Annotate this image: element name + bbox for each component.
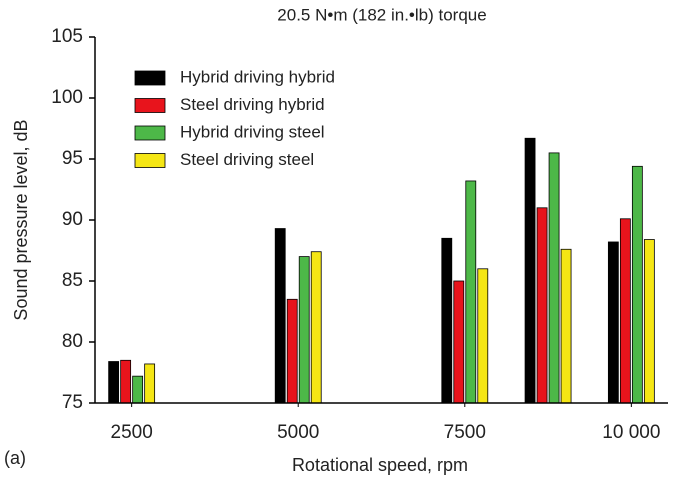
- chart-title: 20.5 N•m (182 in.•lb) torque: [277, 5, 486, 24]
- bar: [286, 298, 298, 404]
- x-tick-label: 10 000: [602, 422, 660, 443]
- bar: [465, 180, 477, 404]
- y-tick-label: 85: [62, 270, 83, 291]
- bar: [536, 207, 548, 404]
- x-tick-label: 5000: [277, 422, 319, 443]
- y-tick-label: 90: [62, 209, 83, 230]
- legend-label: Steel driving steel: [180, 150, 314, 169]
- legend-label: Hybrid driving hybrid: [180, 67, 335, 86]
- x-tick-label: 2500: [111, 422, 153, 443]
- bar: [477, 268, 489, 404]
- bar: [643, 239, 655, 404]
- bar: [108, 361, 120, 404]
- bar: [441, 237, 453, 404]
- legend-swatch: [134, 125, 166, 141]
- bar: [631, 165, 643, 404]
- bar: [560, 248, 572, 404]
- y-tick-label: 95: [62, 148, 83, 169]
- legend-swatch: [134, 70, 166, 86]
- y-tick-label: 105: [51, 26, 83, 47]
- bar: [274, 228, 286, 404]
- y-tick-label: 80: [62, 331, 83, 352]
- bar: [298, 256, 310, 404]
- bar: [453, 280, 465, 404]
- legend-swatch: [134, 98, 166, 113]
- bar: [120, 359, 132, 404]
- bar: [310, 251, 322, 404]
- bar: [548, 152, 560, 404]
- bar: [524, 137, 536, 404]
- bar: [607, 241, 619, 404]
- bar: [132, 375, 144, 404]
- legend-label: Hybrid driving steel: [180, 122, 325, 141]
- x-axis-label: Rotational speed, rpm: [292, 455, 468, 475]
- y-tick-label: 100: [51, 87, 83, 108]
- panel-label: (a): [4, 448, 26, 468]
- bar: [144, 363, 156, 404]
- legend-label: Steel driving hybrid: [180, 95, 325, 114]
- y-tick-label: 75: [62, 392, 83, 413]
- x-tick-label: 7500: [444, 422, 486, 443]
- legend-swatch: [134, 153, 166, 168]
- y-axis-label: Sound pressure level, dB: [11, 119, 31, 320]
- bar: [619, 218, 631, 404]
